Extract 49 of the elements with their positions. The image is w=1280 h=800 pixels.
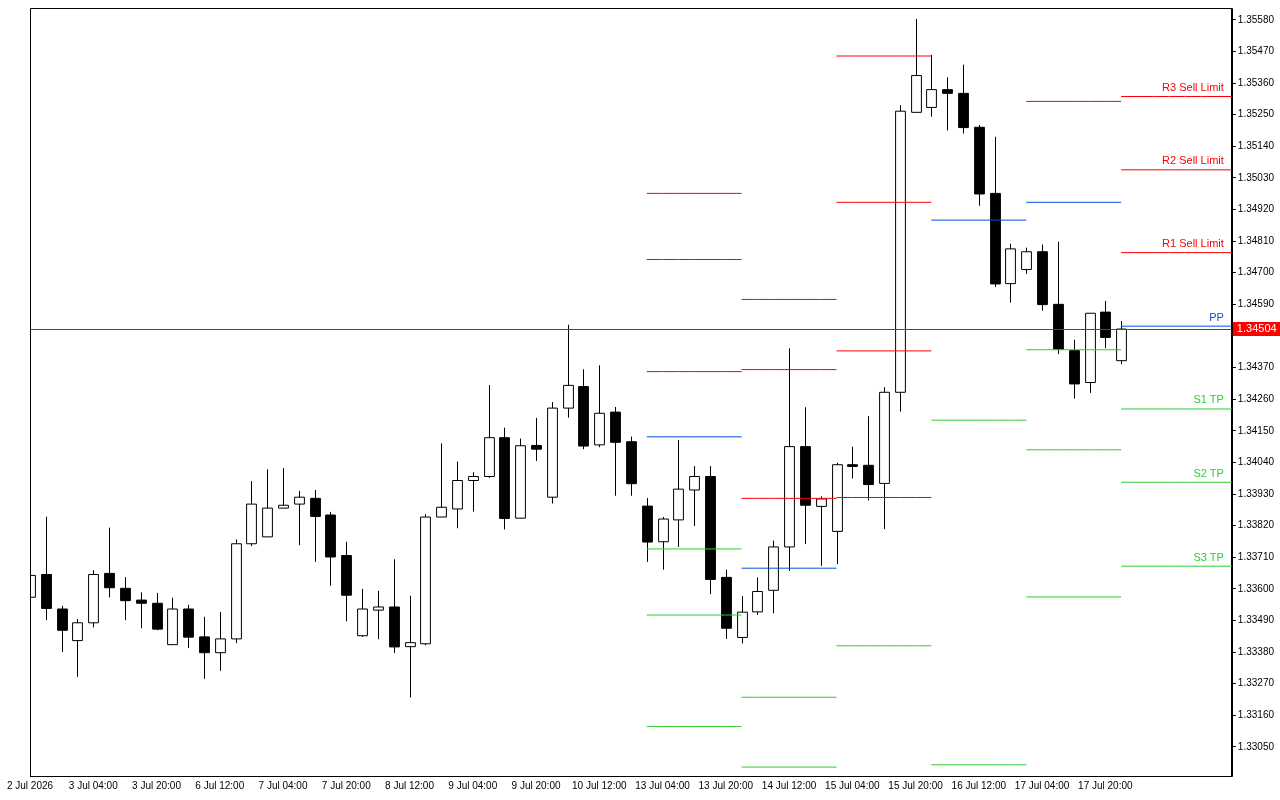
x-tick-label: 2 Jul 2026 xyxy=(6,779,54,791)
y-tick-label: 1.35140 xyxy=(1237,140,1275,151)
x-tick-label: 8 Jul 12:00 xyxy=(385,779,435,791)
series-label: R2 Sell Limit xyxy=(1162,154,1224,167)
y-tick-label: 1.33160 xyxy=(1237,709,1275,721)
y-tick-label: 1.33050 xyxy=(1237,740,1275,752)
y-tick-label: 1.34370 xyxy=(1237,361,1275,373)
x-tick-label: 3 Jul 04:00 xyxy=(68,779,119,791)
y-tick-label: 1.33710 xyxy=(1237,551,1275,563)
x-tick-label: 6 Jul 12:00 xyxy=(195,779,245,791)
y-tick-label: 1.34040 xyxy=(1237,456,1275,468)
x-tick-label: 9 Jul 20:00 xyxy=(511,779,561,791)
y-tick-label: 1.35250 xyxy=(1237,108,1275,120)
x-tick-label: 13 Jul 04:00 xyxy=(635,779,691,791)
y-tick-label: 1.33380 xyxy=(1237,645,1275,657)
y-tick-label: 1.33270 xyxy=(1237,677,1275,689)
y-tick-label: 1.34150 xyxy=(1237,424,1275,436)
series-label: S3 TP xyxy=(1193,550,1224,563)
x-tick-label: 13 Jul 20:00 xyxy=(698,779,754,791)
y-tick-label: 1.33820 xyxy=(1237,519,1275,531)
series-label: S1 TP xyxy=(1193,393,1224,406)
y-tick-label: 1.34590 xyxy=(1237,298,1275,310)
series-label: PP xyxy=(1209,310,1224,323)
x-tick-label: 16 Jul 12:00 xyxy=(951,779,1007,791)
x-tick-label: 3 Jul 20:00 xyxy=(132,779,182,791)
x-tick-label: 10 Jul 12:00 xyxy=(572,779,627,791)
y-tick-label: 1.33490 xyxy=(1237,614,1275,626)
y-tick-label: 1.34810 xyxy=(1237,234,1275,246)
series-label: R3 Sell Limit xyxy=(1162,81,1224,94)
x-tick-label: 15 Jul 20:00 xyxy=(888,779,944,791)
y-tick-label: 1.34700 xyxy=(1237,266,1275,278)
x-tick-label: 14 Jul 12:00 xyxy=(761,779,817,791)
x-tick-label: 15 Jul 04:00 xyxy=(825,779,880,791)
ref-line-label: 1.34504 xyxy=(1236,322,1277,335)
x-tick-label: 7 Jul 20:00 xyxy=(321,779,372,791)
x-tick-label: 17 Jul 04:00 xyxy=(1014,779,1070,791)
x-tick-label: 17 Jul 20:00 xyxy=(1078,779,1134,791)
y-tick-label: 1.35030 xyxy=(1237,171,1275,183)
y-tick-label: 1.34260 xyxy=(1237,392,1275,404)
y-tick-label: 1.33930 xyxy=(1237,487,1275,499)
series-label: S2 TP xyxy=(1193,466,1224,479)
x-tick-label: 9 Jul 04:00 xyxy=(448,779,498,791)
y-tick-label: 1.35470 xyxy=(1237,45,1275,57)
x-tick-label: 7 Jul 04:00 xyxy=(258,779,308,791)
y-tick-label: 1.35580 xyxy=(1237,13,1275,25)
y-tick-label: 1.33600 xyxy=(1237,582,1275,594)
y-tick-label: 1.34920 xyxy=(1237,203,1275,215)
y-tick-label: 1.35360 xyxy=(1237,76,1275,88)
series-label: R1 Sell Limit xyxy=(1162,237,1224,250)
